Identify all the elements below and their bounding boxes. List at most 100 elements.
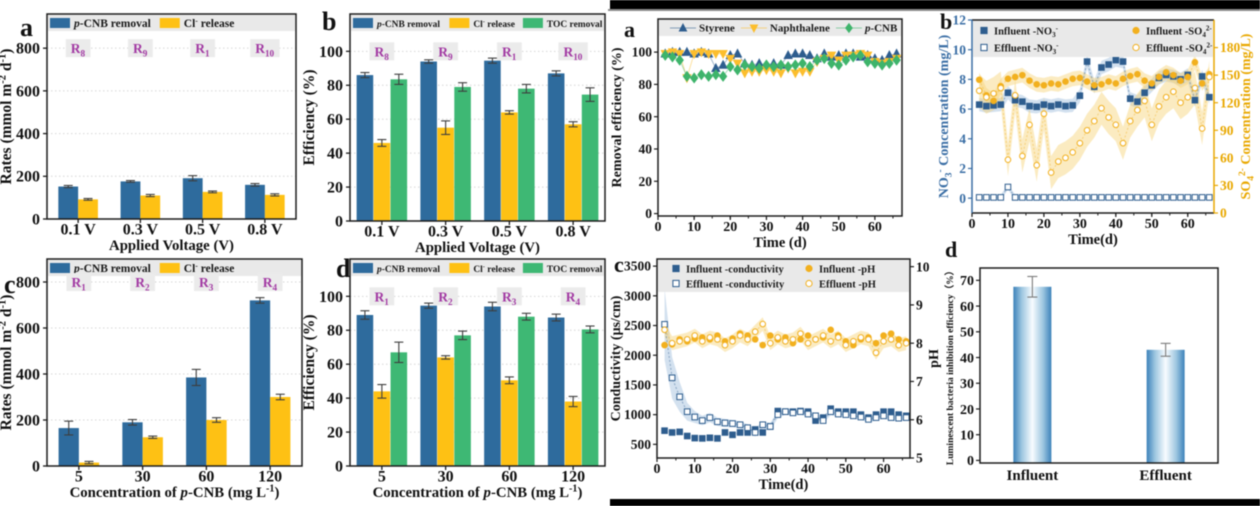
x-tick-label: 0.3 V — [428, 224, 464, 241]
annotation-label: R8 — [375, 44, 390, 62]
circle-marker — [1069, 75, 1076, 83]
x-tick-label: 0.5 V — [185, 222, 221, 239]
circle-marker — [812, 336, 819, 343]
circle-marker — [1177, 99, 1184, 107]
x-tick-label: Influent — [1007, 468, 1059, 484]
circle-marker — [983, 93, 990, 101]
triangle-down-marker — [674, 49, 685, 60]
y-tick-label: 2500 — [624, 318, 651, 333]
diamond-marker — [740, 59, 749, 71]
square-marker — [691, 434, 699, 442]
square-marker — [1162, 194, 1170, 201]
bar — [356, 75, 374, 221]
circle-marker — [1040, 110, 1048, 118]
square-marker — [714, 418, 721, 426]
circle-marker — [744, 336, 751, 343]
y-axis-title: Rates (mmol m-2 d-1) — [0, 295, 15, 431]
y-tick-label: 100 — [319, 289, 343, 306]
diamond-marker — [718, 70, 728, 82]
diamond-marker — [885, 57, 894, 69]
square-marker — [676, 393, 683, 401]
x-tick-label: 20 — [726, 462, 740, 477]
bar — [501, 380, 518, 466]
square-marker — [1119, 58, 1127, 65]
y-tick-label: 600 — [16, 83, 40, 100]
circle-marker — [1148, 121, 1156, 129]
square-marker — [744, 424, 751, 432]
square-marker — [1004, 183, 1012, 191]
square-marker — [1090, 194, 1098, 201]
circle-marker — [1112, 121, 1120, 129]
circle-marker — [1033, 81, 1041, 88]
square-marker — [789, 409, 797, 417]
y-tick-label: 500 — [631, 437, 652, 452]
x-axis-title: Concentration of p-CNB (mg L-1) — [373, 484, 583, 501]
y2-tick-label: 7 — [916, 374, 923, 389]
y-tick-label: 100 — [319, 44, 343, 61]
square-marker — [729, 420, 736, 427]
diamond-marker — [892, 54, 901, 66]
circle-marker — [1076, 74, 1084, 82]
circle-marker — [834, 334, 842, 341]
circle-marker — [1055, 81, 1062, 88]
circle-marker — [729, 337, 736, 345]
legend-label: Cl- release — [184, 16, 235, 30]
y-tick-label: 4 — [959, 131, 966, 146]
diamond-marker — [798, 57, 807, 69]
circle-marker — [887, 330, 895, 337]
bar — [547, 317, 565, 466]
square-marker — [1198, 73, 1206, 80]
y-tick-label: 8 — [959, 72, 966, 87]
circle-marker — [1062, 154, 1069, 162]
left-figure: p-CNB removal Cl- release R8 R9 R1 R10 0.1 V 0.… — [0, 0, 608, 506]
square-marker — [872, 414, 880, 421]
y-tick-label: 400 — [16, 126, 40, 143]
x-tick-label: 20 — [723, 220, 737, 235]
bar — [202, 191, 223, 219]
square-marker — [887, 408, 895, 415]
diamond-marker — [856, 49, 865, 61]
bar — [390, 352, 408, 466]
x-tick-label: 10 — [1001, 217, 1015, 232]
square-marker — [1105, 194, 1112, 201]
circle-marker — [1126, 117, 1134, 125]
y2-tick-label: 30 — [1220, 178, 1234, 193]
square-marker — [1148, 194, 1156, 201]
y-axis-title: Luminescent bacteria inhibition efficien… — [944, 266, 956, 465]
circle-marker — [1162, 69, 1170, 76]
bar — [58, 428, 79, 466]
annotation-label: R1 — [72, 275, 87, 293]
square-marker — [1105, 61, 1112, 68]
y-tick-label: 30 — [960, 377, 974, 392]
y-tick-label: 600 — [16, 320, 40, 337]
y-tick-label: 0 — [335, 213, 343, 230]
x-tick-label: 0 — [655, 220, 662, 235]
annotation-label: R1 — [502, 44, 517, 62]
circle-marker — [661, 341, 668, 349]
bar — [581, 94, 599, 221]
circle-marker — [902, 339, 910, 347]
square-marker — [1083, 194, 1091, 201]
y-tick-label: 10 — [953, 42, 967, 57]
circle-marker — [797, 336, 804, 343]
square-marker — [774, 411, 782, 418]
circle-marker — [1083, 126, 1091, 134]
x-tick-label: 0.8 V — [247, 222, 283, 239]
diamond-marker — [812, 54, 822, 66]
circle-marker — [865, 336, 872, 343]
circle-marker — [1119, 139, 1127, 147]
bar — [78, 462, 100, 466]
legend-label: Influent -conductivity — [686, 264, 784, 275]
circle-marker — [1026, 77, 1033, 84]
square-marker — [1011, 194, 1019, 201]
y-tick-label: 12 — [953, 13, 967, 28]
y2-tick-label: 8 — [916, 336, 923, 351]
bar — [484, 306, 501, 466]
bar — [270, 397, 291, 466]
triangle-down-marker — [689, 49, 699, 60]
bar — [373, 391, 391, 466]
square-marker — [842, 411, 850, 418]
circle-marker — [1177, 77, 1184, 84]
square-marker — [1062, 194, 1069, 201]
x-tick-label: 60 — [877, 462, 891, 477]
